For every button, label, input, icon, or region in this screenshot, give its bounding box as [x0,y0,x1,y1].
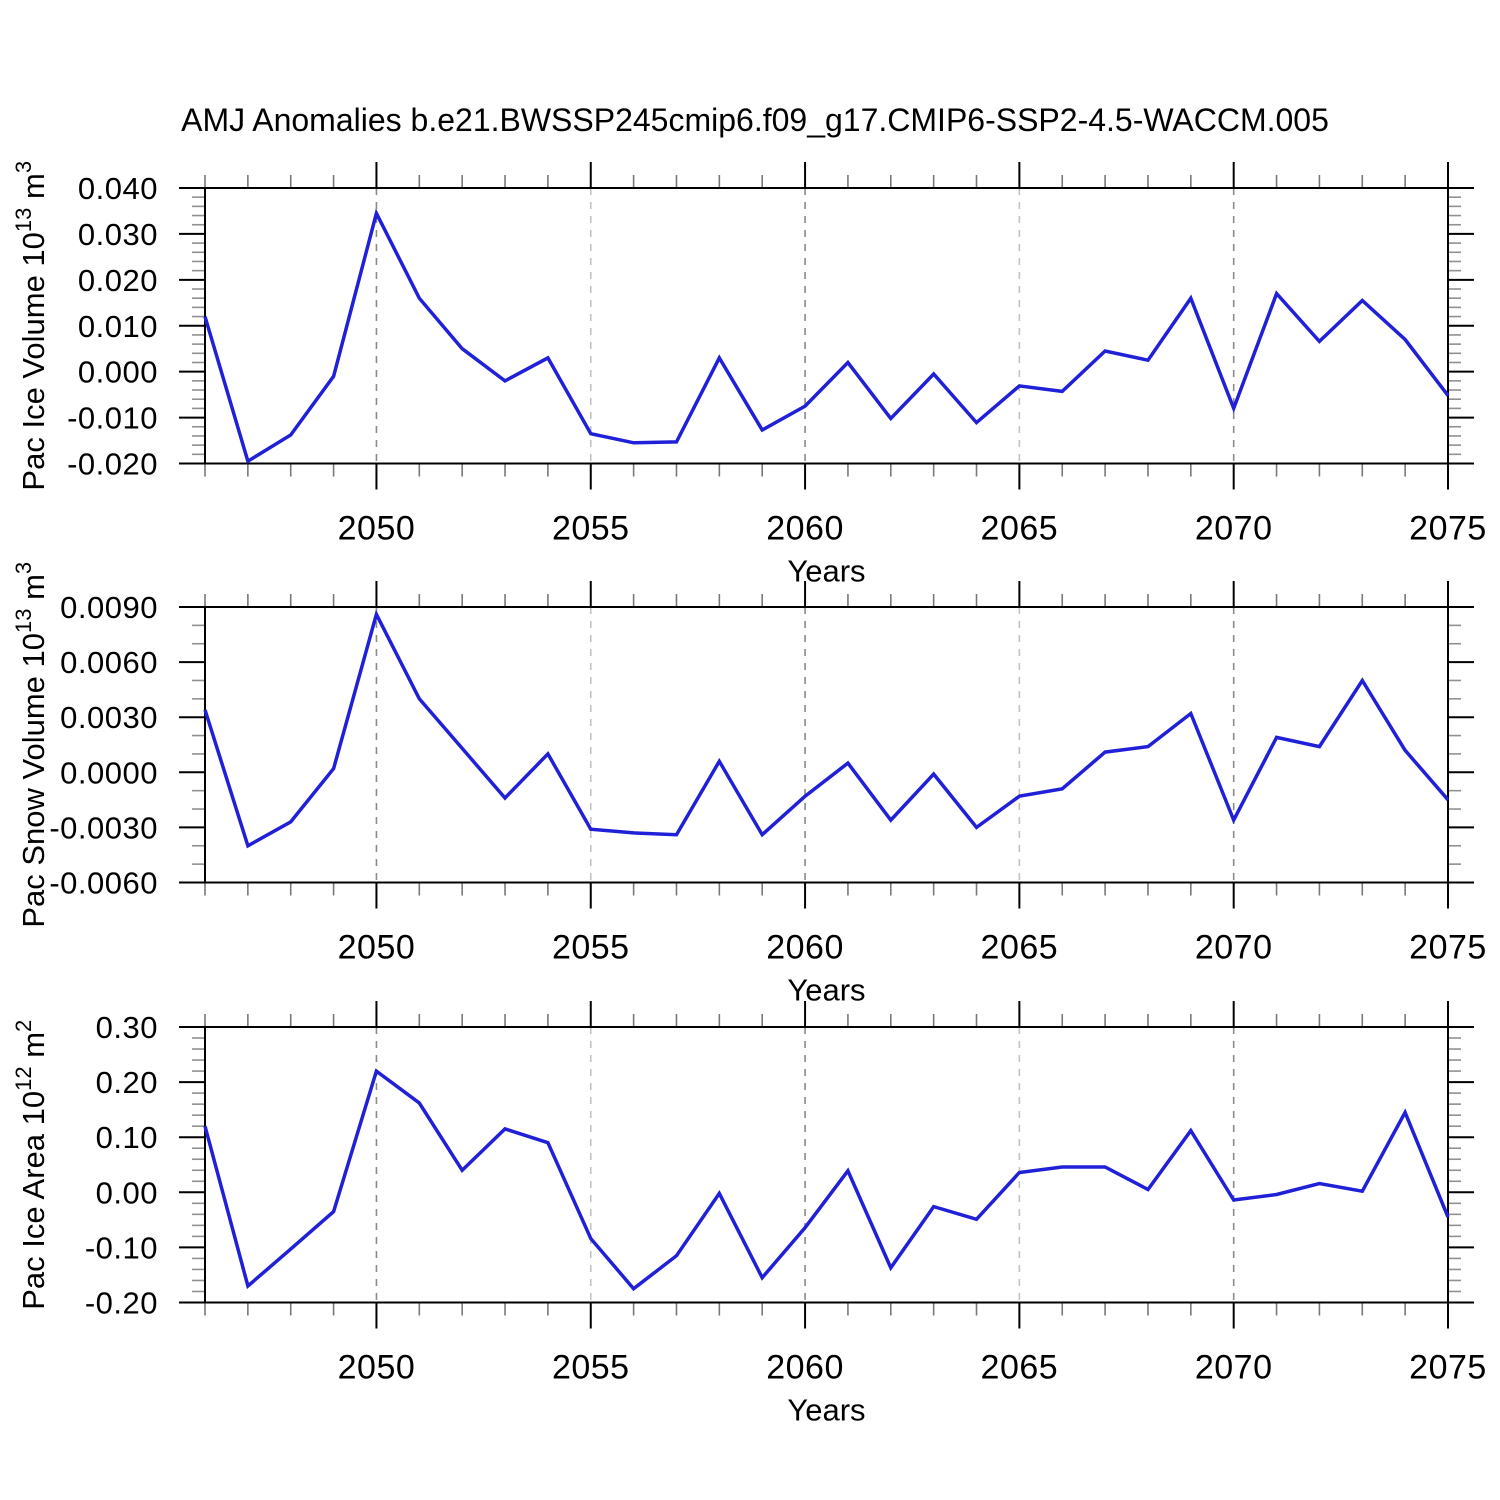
x-tick-label: 2070 [1195,1349,1273,1387]
y-tick-label: 0.010 [78,309,158,344]
y-tick-label: 0.20 [96,1065,158,1100]
series-line [203,208,1450,464]
y-tick-label: -0.10 [85,1230,158,1265]
y-axis-title: Pac Ice Volume 1013 m3 [11,161,51,491]
y-tick-label: 0.30 [96,1010,158,1045]
x-axis-title: Years [787,973,865,1008]
y-tick-label: 0.0060 [60,645,158,680]
x-tick-label: 2065 [981,1349,1059,1387]
series-line [203,609,1450,849]
y-tick-label: 0.030 [78,217,158,252]
y-tick-label: 0.020 [78,263,158,298]
x-tick-label: 2065 [981,510,1059,548]
y-tick-label: -0.020 [67,447,158,482]
x-tick-label: 2075 [1409,510,1487,548]
y-tick-label: -0.0030 [49,810,158,845]
y-tick-label: -0.20 [85,1286,158,1321]
y-tick-label: -0.010 [67,401,158,436]
x-tick-label: 2070 [1195,929,1273,967]
x-tick-label: 2060 [766,510,844,548]
panel-border [204,606,1449,884]
y-tick-label: -0.0060 [49,866,158,901]
x-tick-label: 2075 [1409,929,1487,967]
y-tick-label: 0.00 [96,1175,158,1210]
y-tick-label: 0.0000 [60,755,158,790]
x-tick-label: 2075 [1409,1349,1487,1387]
x-tick-label: 2065 [981,929,1059,967]
panel-pac-ice-volume: 0.040 0.030 0.020 0.010 0.000 -0.010 -0.020 205… [11,161,1487,589]
x-tick-label: 2050 [338,929,416,967]
panel-pac-ice-area: 0.30 0.20 0.10 0.00 -0.10 -0.20 2050 2055 2060 20… [11,1001,1487,1428]
y-axis-title: Pac Snow Volume 1013 m3 [11,562,51,928]
panel-pac-snow-volume: 0.0090 0.0060 0.0030 0.0000 -0.0030 -0.0060 20… [11,562,1487,1008]
x-axis-title: Years [787,1393,865,1428]
y-axis-title: Pac Ice Area 1012 m2 [11,1020,51,1310]
y-tick-label: 0.000 [78,355,158,390]
x-tick-label: 2055 [552,510,630,548]
figure-title: AMJ Anomalies b.e21.BWSSP245cmip6.f09_g1… [181,102,1329,138]
x-tick-label: 2055 [552,1349,630,1387]
panel-border [204,187,1449,465]
y-tick-label: 0.040 [78,171,158,206]
y-tick-label: 0.0090 [60,590,158,625]
x-tick-label: 2055 [552,929,630,967]
series-line [203,1068,1450,1292]
x-tick-label: 2060 [766,929,844,967]
y-tick-label: 0.0030 [60,700,158,735]
y-tick-label: 0.10 [96,1120,158,1155]
x-tick-label: 2060 [766,1349,844,1387]
x-tick-label: 2050 [338,1349,416,1387]
panel-border [204,1026,1449,1304]
x-tick-label: 2070 [1195,510,1273,548]
x-axis-title: Years [787,554,865,589]
x-tick-label: 2050 [338,510,416,548]
